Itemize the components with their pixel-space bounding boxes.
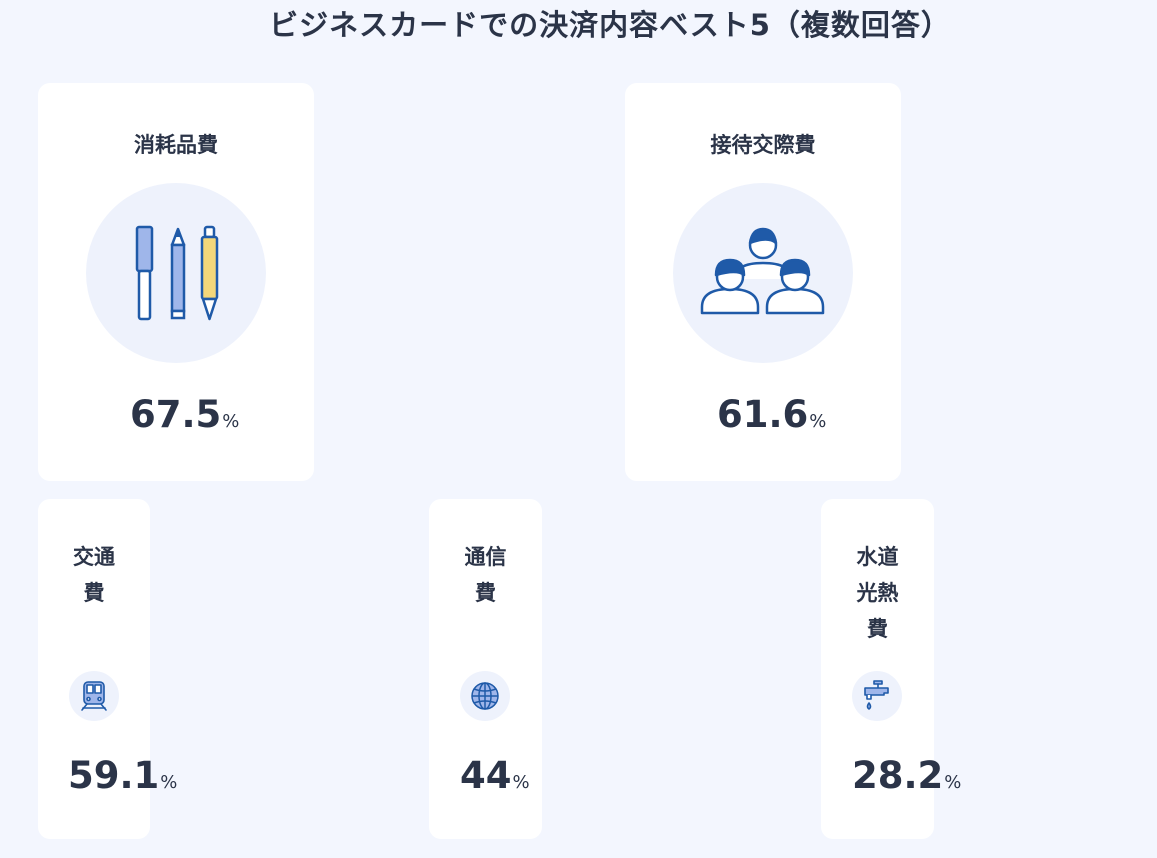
icon-circle xyxy=(86,183,266,363)
value-utilities: 28.2% xyxy=(852,754,961,797)
label-line: 費 xyxy=(867,617,888,641)
card-label: 水道 光熱 費 xyxy=(821,539,934,647)
value-number: 59.1 xyxy=(68,754,160,797)
value-number: 67.5 xyxy=(130,393,222,436)
card-utilities: 水道 光熱 費 28.2% xyxy=(821,499,961,839)
card-label: 交通 費 xyxy=(38,539,150,611)
value-number: 61.6 xyxy=(717,393,809,436)
card-transportation: 交通 費 59.1% xyxy=(38,499,177,839)
stationery-icon xyxy=(135,225,219,321)
value-consumables: 67.5% xyxy=(130,393,239,436)
icon-circle xyxy=(460,671,510,721)
label-line: 光熱 xyxy=(856,581,899,605)
icon-circle xyxy=(852,671,902,721)
value-entertainment: 61.6% xyxy=(717,393,826,436)
globe-icon xyxy=(471,682,499,710)
card-consumables: 消耗品費 67.5% xyxy=(38,83,314,481)
value-number: 28.2 xyxy=(852,754,944,797)
card-entertainment: 接待交際費 61.6% xyxy=(625,83,901,481)
value-communication: 44% xyxy=(460,754,530,797)
card-label: 通信 費 xyxy=(429,539,542,611)
label-line: 交通 xyxy=(73,545,115,569)
people-icon xyxy=(700,227,825,315)
label-line: 費 xyxy=(475,581,496,605)
value-unit: % xyxy=(809,411,827,432)
value-transportation: 59.1% xyxy=(68,754,177,797)
chart-title: ビジネスカードでの決済内容ベスト5（複数回答） xyxy=(269,8,951,42)
icon-circle xyxy=(69,671,119,721)
label-line: 通信 xyxy=(464,545,507,569)
icon-circle xyxy=(673,183,853,363)
value-unit: % xyxy=(944,772,962,793)
card-label: 消耗品費 xyxy=(134,133,218,157)
value-unit: % xyxy=(222,411,240,432)
value-unit: % xyxy=(512,772,530,793)
faucet-icon xyxy=(864,680,889,710)
train-icon xyxy=(81,681,107,711)
label-line: 費 xyxy=(83,581,105,605)
label-line: 水道 xyxy=(856,545,899,569)
card-label: 接待交際費 xyxy=(710,133,816,157)
card-communication: 通信 費 44% xyxy=(429,499,542,839)
value-unit: % xyxy=(160,772,178,793)
value-number: 44 xyxy=(460,754,512,797)
